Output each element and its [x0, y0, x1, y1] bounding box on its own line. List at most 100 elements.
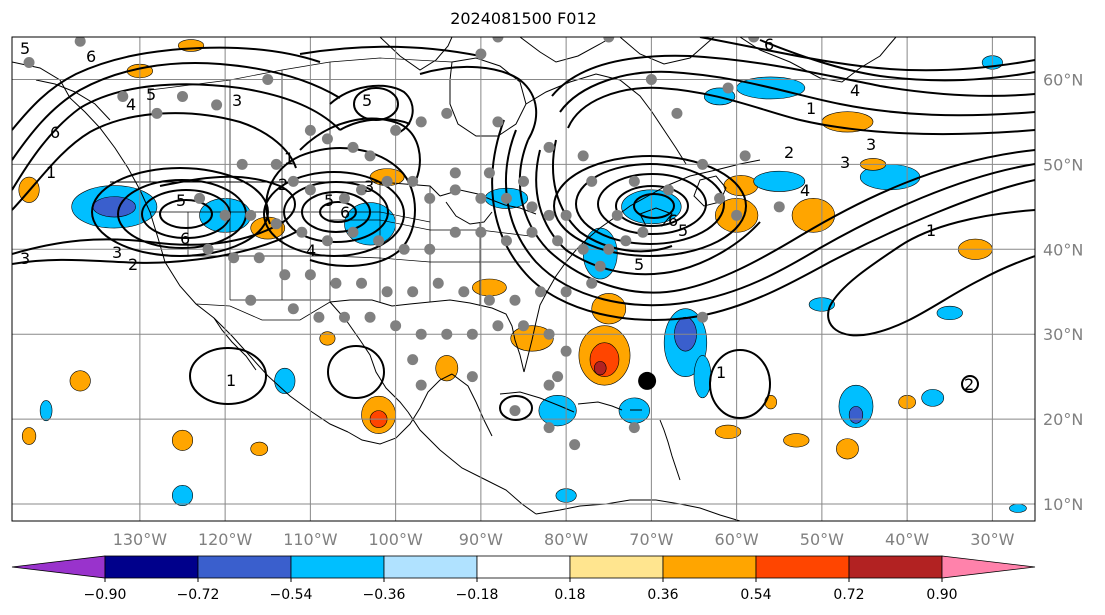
- contour-label: 5: [678, 221, 688, 240]
- station-dot: [347, 141, 359, 153]
- contour-label: 6: [340, 203, 350, 222]
- station-dot: [569, 439, 581, 451]
- longitude-label: 70°W: [629, 530, 673, 549]
- station-dot: [697, 158, 709, 170]
- longitude-labels: 130°W 120°W 110°W 100°W 90°W 80°W 70°W 60°W 50°W…: [113, 530, 1015, 549]
- contour-label: 2: [278, 175, 288, 194]
- contour-labels: 5 6 4 5 3 1 6 3 3 2 5 6 2 1 5 6 4 3 5 6 …: [20, 35, 974, 394]
- latitude-label: 50°N: [1043, 155, 1083, 174]
- station-dot: [466, 371, 478, 383]
- station-dot: [356, 277, 368, 289]
- contour-label: 6: [86, 47, 96, 66]
- station-dot: [483, 294, 495, 306]
- station-dot: [475, 226, 487, 238]
- station-dot: [492, 320, 504, 332]
- station-dot: [748, 37, 760, 43]
- station-dot: [645, 73, 657, 85]
- contour-label: 2: [784, 143, 794, 162]
- station-dot: [407, 175, 419, 187]
- station-dot: [338, 311, 350, 323]
- contour-label: 6: [668, 211, 678, 230]
- station-dot: [424, 243, 436, 255]
- station-dot: [262, 73, 274, 85]
- shaded-region: [319, 331, 336, 346]
- station-dot: [449, 167, 461, 179]
- station-dot: [526, 201, 538, 213]
- station-dot: [390, 124, 402, 136]
- station-dot: [500, 235, 512, 247]
- contour-label: 4: [850, 81, 860, 100]
- station-dot: [219, 209, 231, 221]
- station-dot: [373, 235, 385, 247]
- colorbar-segment: [104, 555, 199, 579]
- contour-label: 4: [306, 241, 316, 260]
- station-dot: [518, 175, 529, 187]
- longitude-label: 60°W: [715, 530, 759, 549]
- station-dot: [449, 184, 461, 196]
- contour-label: 1: [46, 163, 56, 182]
- station-dot: [228, 252, 240, 264]
- station-dot: [407, 354, 419, 366]
- contour-label: 3: [840, 153, 850, 172]
- contour-label: 2: [964, 375, 974, 394]
- shaded-region: [39, 400, 53, 422]
- station-dot: [466, 328, 478, 340]
- colorbar-segment: [569, 555, 664, 579]
- station-dot: [560, 209, 572, 221]
- contour-label: 3: [20, 249, 30, 268]
- contour-label: 1: [806, 99, 816, 118]
- latitude-label: 10°N: [1043, 495, 1083, 514]
- contour-label: 5: [324, 191, 334, 210]
- colorbar-tick-label: −0.90: [84, 587, 127, 603]
- longitude-label: 90°W: [459, 530, 503, 549]
- colorbar-segment: [476, 555, 571, 579]
- station-dot: [270, 158, 282, 170]
- shaded-region: [250, 441, 269, 456]
- contour-label: 6: [50, 123, 60, 142]
- station-dot: [202, 243, 214, 255]
- station-dot: [415, 116, 427, 128]
- station-dot: [441, 107, 453, 119]
- shaded-region: [538, 395, 577, 427]
- station-dot: [458, 286, 470, 298]
- colorbar-extend-high: [941, 555, 1036, 579]
- station-dot: [552, 235, 564, 247]
- station-dot: [117, 90, 129, 102]
- station-dot: [23, 56, 35, 68]
- station-dot: [304, 269, 316, 281]
- station-dot: [611, 209, 623, 221]
- contour-label: 2: [128, 255, 138, 274]
- colorbar-tick-label: −0.18: [456, 587, 499, 603]
- contour-label: 6: [764, 35, 774, 54]
- station-dot: [321, 133, 333, 145]
- shaded-field: [18, 39, 1027, 513]
- station-dot: [628, 175, 640, 187]
- station-dot: [407, 286, 419, 298]
- station-dot: [475, 192, 487, 204]
- station-dot: [603, 243, 615, 255]
- colorbar-segment: [383, 555, 478, 579]
- colorbar-segment: [848, 555, 943, 579]
- colorbar-tick-label: 0.36: [647, 587, 678, 603]
- station-dot: [773, 201, 785, 213]
- contour-label: 1: [226, 371, 236, 390]
- station-dot: [390, 320, 402, 332]
- shaded-region: [21, 427, 37, 445]
- station-dot: [671, 107, 683, 119]
- station-dot: [577, 243, 589, 255]
- colorbar-tick-label: 0.54: [740, 587, 771, 603]
- plot-frame: [11, 36, 1036, 522]
- contour-label: 1: [284, 149, 294, 168]
- station-dot: [441, 328, 453, 340]
- station-dot: [492, 37, 504, 43]
- station-dot: [194, 192, 206, 204]
- contour-label: 3: [112, 243, 122, 262]
- station-dot: [543, 209, 555, 221]
- station-dot: [543, 328, 555, 340]
- station-dot: [364, 150, 376, 162]
- station-dot: [662, 184, 674, 196]
- station-dot: [432, 277, 444, 289]
- longitude-label: 80°W: [544, 530, 588, 549]
- shaded-region: [274, 367, 296, 394]
- station-markers: [23, 37, 785, 451]
